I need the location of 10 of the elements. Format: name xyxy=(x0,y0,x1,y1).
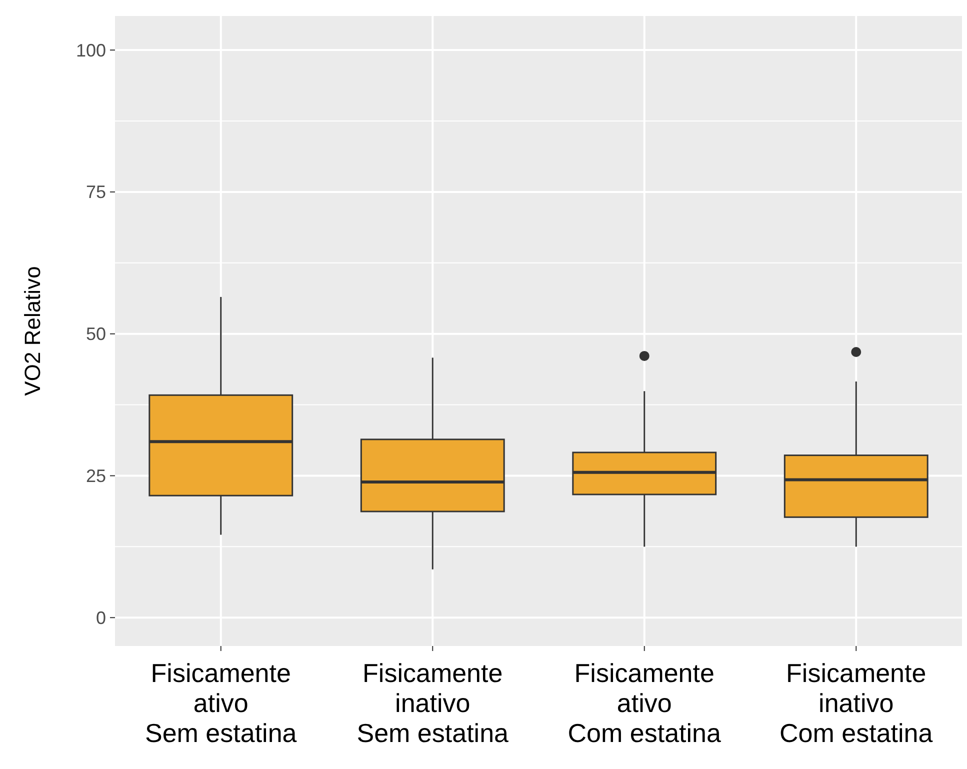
x-tick-label: Fisicamente inativo Sem estatina xyxy=(356,658,510,748)
y-tick-label: 100 xyxy=(76,40,106,60)
x-tick-label: Fisicamente inativo Com estatina xyxy=(780,658,934,748)
y-tick-label: 75 xyxy=(86,182,106,202)
y-tick-label: 25 xyxy=(86,466,106,486)
y-axis-title: VO2 Relativo xyxy=(20,266,45,396)
x-tick-label: Fisicamente ativo Com estatina xyxy=(568,658,722,748)
y-tick-label: 50 xyxy=(86,324,106,344)
x-tick-label: Fisicamente ativo Sem estatina xyxy=(145,658,298,748)
y-tick-label: 0 xyxy=(96,608,106,628)
